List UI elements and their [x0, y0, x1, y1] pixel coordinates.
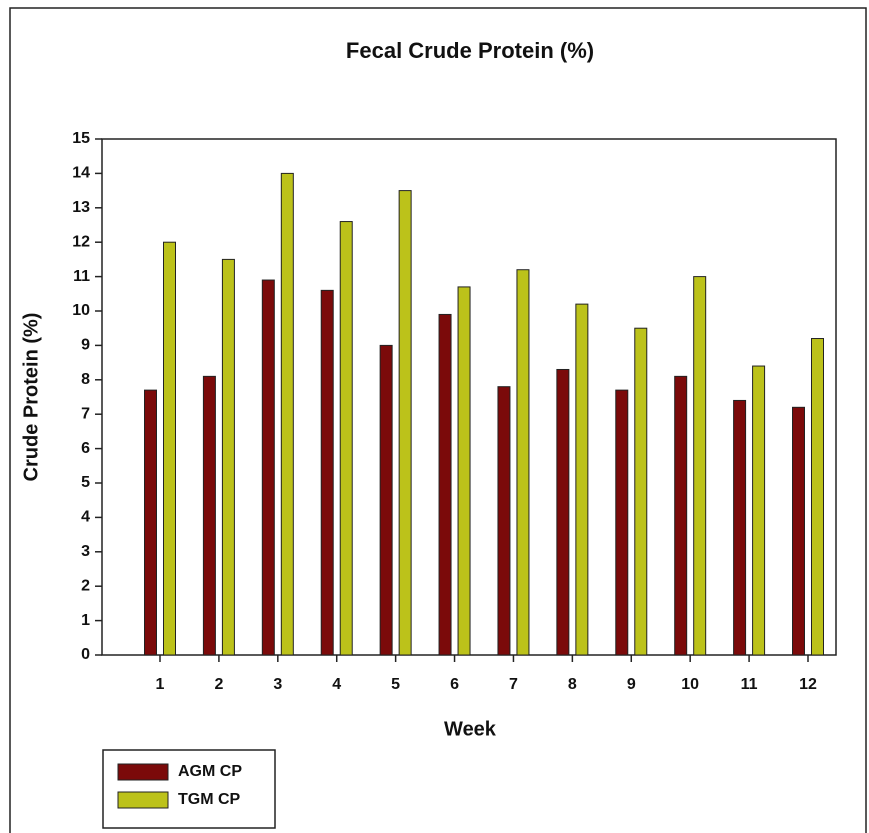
bar	[457, 286, 471, 656]
y-tick-label: 11	[73, 268, 90, 285]
y-tick-label: 0	[81, 646, 90, 663]
bar	[575, 303, 589, 656]
x-tick-label: 6	[450, 676, 459, 693]
bar	[438, 313, 452, 656]
bar	[144, 389, 157, 656]
bar	[516, 269, 530, 656]
bar	[556, 368, 570, 656]
x-tick-label: 3	[273, 676, 282, 693]
y-tick-label: 6	[81, 440, 90, 457]
legend-label: TGM CP	[178, 791, 241, 808]
y-axis-label: Crude Protein (%)	[20, 313, 42, 482]
bar	[261, 279, 275, 656]
y-tick-label: 7	[81, 405, 90, 422]
bar	[379, 344, 393, 656]
y-tick-label: 2	[81, 577, 90, 594]
y-tick-label: 4	[81, 509, 90, 526]
legend-label: AGM CP	[178, 763, 242, 780]
x-tick-label: 4	[332, 676, 341, 693]
y-tick-label: 14	[72, 165, 90, 182]
bar	[339, 221, 353, 656]
bar	[163, 241, 176, 656]
x-tick-label: 11	[741, 676, 758, 693]
x-tick-label: 5	[391, 676, 400, 693]
y-tick-label: 12	[72, 233, 90, 250]
bar	[792, 406, 805, 656]
bar	[615, 389, 629, 656]
bar	[280, 172, 294, 656]
y-tick-label: 9	[81, 337, 90, 354]
y-tick-label: 5	[81, 474, 90, 491]
bar	[320, 289, 334, 656]
bar	[202, 375, 216, 656]
bar	[221, 258, 235, 656]
bar	[634, 327, 648, 656]
bar	[693, 276, 707, 656]
bar	[674, 375, 688, 656]
y-tick-label: 10	[72, 302, 90, 319]
bar	[733, 399, 747, 656]
x-tick-label: 10	[681, 676, 699, 693]
chart-title: Fecal Crude Protein (%)	[346, 38, 594, 63]
y-tick-label: 15	[72, 130, 90, 147]
bar	[752, 365, 766, 656]
y-tick-label: 13	[72, 199, 90, 216]
legend-swatch	[117, 791, 169, 809]
bar	[811, 338, 824, 656]
y-tick-label: 8	[81, 371, 90, 388]
y-tick-label: 1	[81, 612, 90, 629]
legend-swatch	[117, 763, 169, 781]
x-tick-label: 2	[214, 676, 223, 693]
bar	[398, 190, 412, 656]
y-tick-label: 3	[81, 543, 90, 560]
x-tick-label: 8	[568, 676, 577, 693]
bar	[497, 386, 511, 656]
legend	[102, 749, 276, 829]
x-tick-label: 9	[627, 676, 636, 693]
x-tick-label: 12	[799, 676, 817, 693]
x-tick-label: 7	[509, 676, 518, 693]
x-axis-label: Week	[444, 718, 497, 740]
x-tick-label: 1	[156, 676, 165, 693]
